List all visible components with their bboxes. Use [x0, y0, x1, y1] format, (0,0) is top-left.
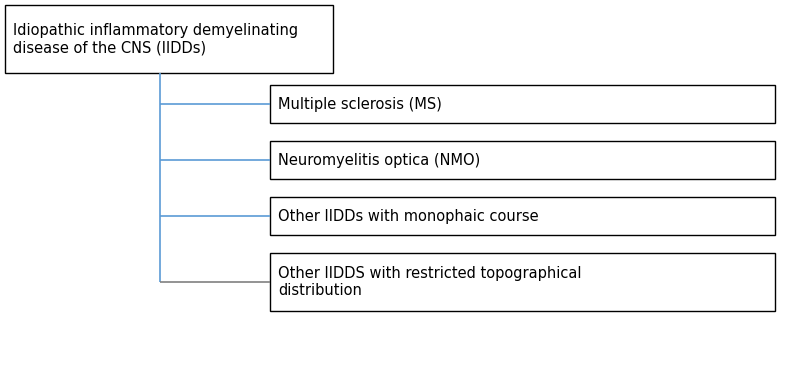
- Bar: [270, 141, 775, 179]
- Bar: [270, 197, 775, 235]
- Text: Other IIDDS with restricted topographical
distribution: Other IIDDS with restricted topographica…: [278, 266, 582, 298]
- Text: Idiopathic inflammatory demyelinating
disease of the CNS (IIDDs): Idiopathic inflammatory demyelinating di…: [13, 23, 298, 55]
- Text: Other IIDDs with monophaic course: Other IIDDs with monophaic course: [278, 209, 538, 223]
- Bar: [270, 253, 775, 311]
- Bar: [5, 5, 333, 73]
- Text: Neuromyelitis optica (NMO): Neuromyelitis optica (NMO): [278, 153, 480, 167]
- Text: Multiple sclerosis (MS): Multiple sclerosis (MS): [278, 97, 442, 112]
- Bar: [270, 85, 775, 123]
